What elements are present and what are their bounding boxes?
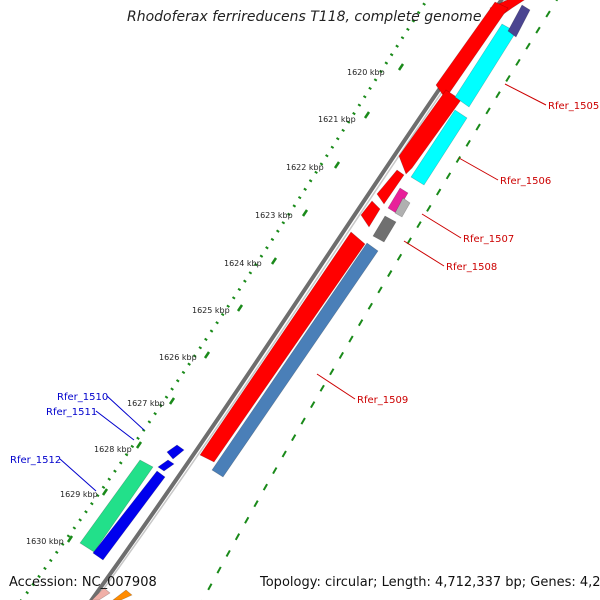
kbp-tick-mark	[236, 304, 244, 312]
feature-blue-3	[166, 444, 185, 460]
kbp-tick-mark	[203, 351, 211, 359]
gene-label: Rfer_1506	[500, 176, 551, 187]
kbp-tick-mark	[66, 535, 74, 543]
kbp-tick-mark	[168, 397, 176, 405]
kbp-tick-mark	[363, 111, 371, 119]
gene-label-leader	[458, 157, 499, 181]
gene-label: Rfer_1505	[548, 101, 599, 112]
kbp-tick-label: 1630 kbp	[26, 537, 64, 546]
kbp-tick-mark	[397, 63, 405, 71]
feature-silver	[394, 197, 411, 218]
gene-label: Rfer_1511	[46, 407, 97, 418]
kbp-tick-label: 1628 kbp	[94, 445, 132, 454]
gene-label: Rfer_1510	[57, 392, 108, 403]
feature-blue-2	[157, 459, 175, 472]
accession-text: Accession: NC_007908	[9, 575, 157, 590]
feature-steelblue	[211, 242, 379, 478]
feature-gray	[372, 215, 397, 243]
kbp-tick-label: 1623 kbp	[255, 211, 293, 220]
gene-label-leader	[421, 213, 462, 239]
kbp-tick-mark	[333, 161, 341, 169]
kbp-tick-mark	[301, 209, 309, 217]
gene-label-leader	[95, 410, 135, 441]
tick-track	[19, 0, 429, 600]
map-title: Rhodoferax ferrireducens T118, complete …	[127, 9, 482, 25]
feature-cyan-2	[410, 109, 468, 186]
gene-label: Rfer_1507	[463, 234, 514, 245]
gene-label: Rfer_1508	[446, 262, 497, 273]
kbp-tick-mark	[101, 488, 109, 496]
kbp-tick-label: 1620 kbp	[347, 68, 385, 77]
feature-red-3	[398, 89, 462, 175]
feature-purple	[507, 4, 531, 38]
outer-tick-track	[201, 0, 559, 600]
feature-salmon	[91, 587, 111, 600]
feature-green	[79, 459, 154, 553]
feature-pink	[387, 187, 409, 214]
gene-label-leader	[59, 458, 97, 492]
kbp-tick-label: 1626 kbp	[159, 353, 197, 362]
feature-red-4	[376, 169, 405, 205]
kbp-tick-label: 1627 kbp	[127, 399, 165, 408]
kbp-tick-mark	[270, 257, 278, 265]
gene-label-leader	[504, 83, 547, 106]
gene-label: Rfer_1509	[357, 395, 408, 406]
kbp-tick-label: 1624 kbp	[224, 259, 262, 268]
feature-blue-1	[92, 470, 166, 561]
gene-label-leader	[106, 395, 145, 431]
kbp-tick-mark	[135, 441, 143, 449]
genome-summary-text: Topology: circular; Length: 4,712,337 bp…	[260, 575, 600, 590]
gene-label-leader	[316, 373, 356, 400]
feature-red-5	[360, 200, 381, 228]
gene-label: Rfer_1512	[10, 455, 61, 466]
kbp-tick-label: 1622 kbp	[286, 163, 324, 172]
gene-label-leader	[403, 240, 445, 267]
feature-red-big	[199, 231, 366, 463]
kbp-tick-label: 1621 kbp	[318, 115, 356, 124]
kbp-tick-label: 1625 kbp	[192, 306, 230, 315]
feature-orange	[112, 589, 133, 600]
kbp-tick-label: 1629 kbp	[60, 490, 98, 499]
